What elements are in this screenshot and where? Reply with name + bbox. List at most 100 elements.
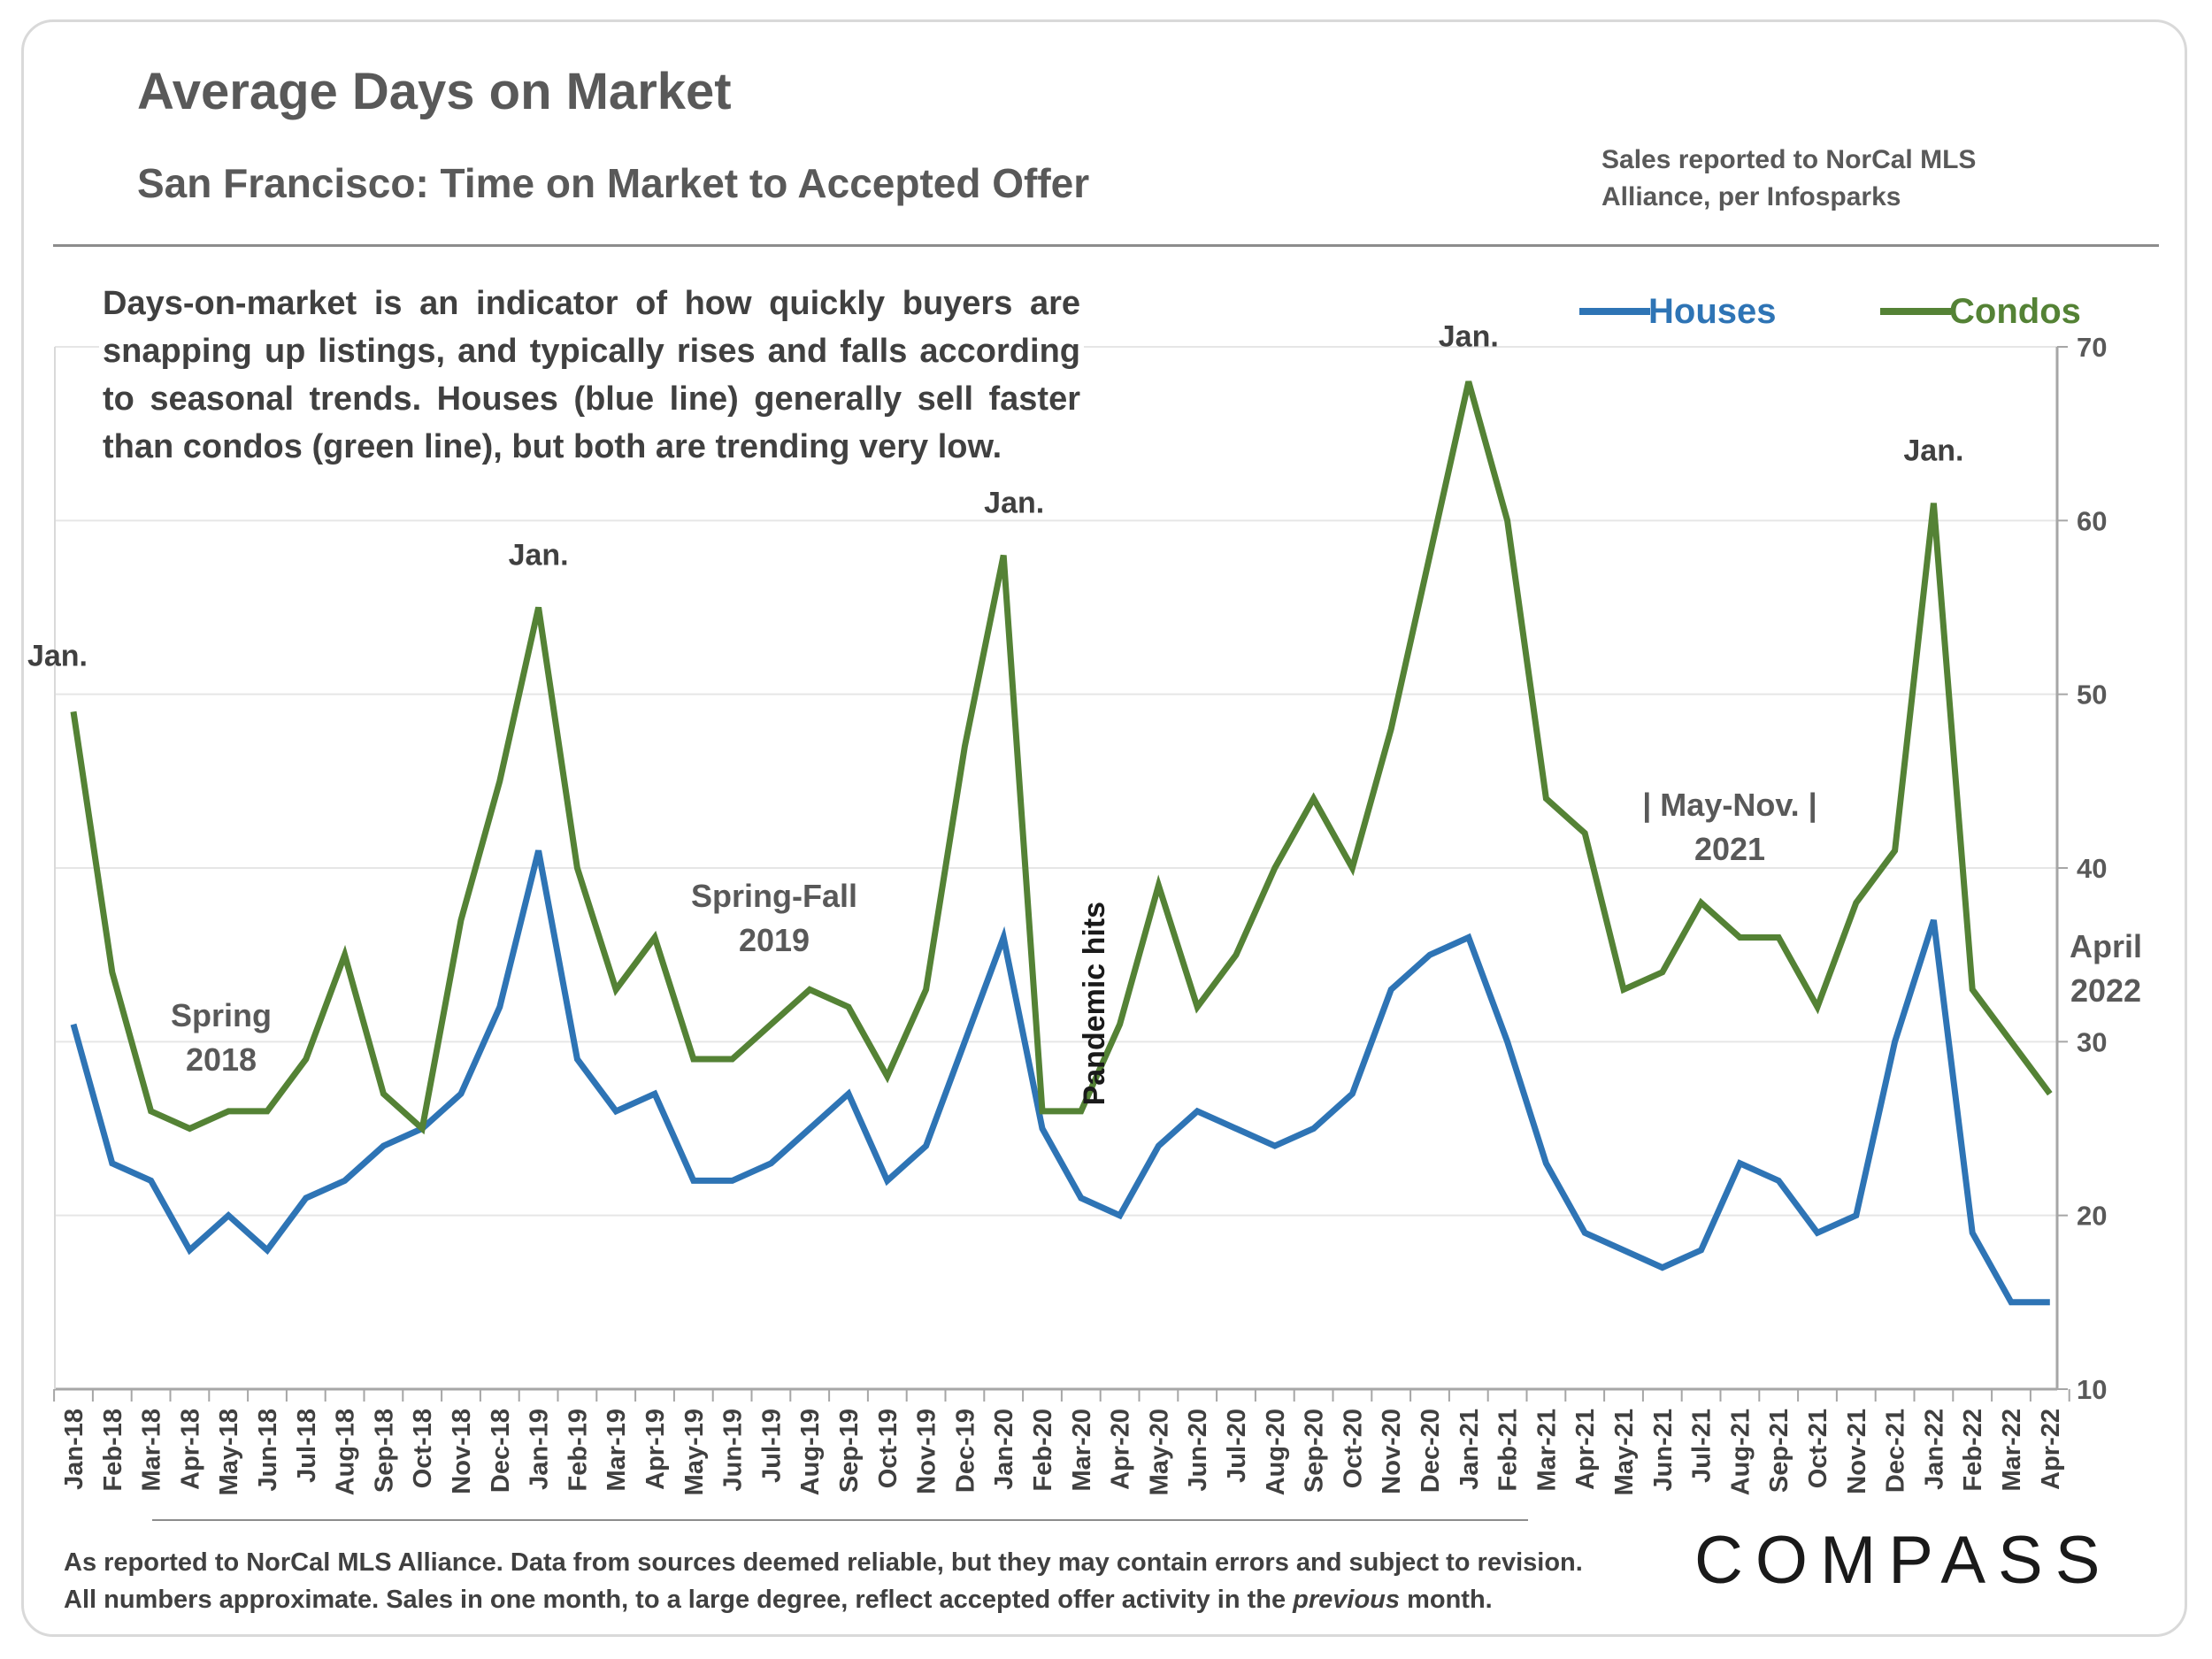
series-line-condos xyxy=(70,380,2053,1135)
x-tick-label: Mar-20 xyxy=(1068,1409,1096,1492)
grid-lines xyxy=(55,346,2057,1217)
x-tick-label: Jan-22 xyxy=(1920,1409,1948,1490)
x-tick-label: Feb-18 xyxy=(99,1409,127,1491)
x-tick-label: Apr-19 xyxy=(641,1409,670,1490)
x-tick-label: Oct-21 xyxy=(1804,1409,1832,1488)
annotation-line: 2019 xyxy=(739,922,810,958)
y-tick-label: 40 xyxy=(2077,853,2107,884)
x-tick-label: May-20 xyxy=(1145,1409,1173,1495)
footer-line-2-italic: previous xyxy=(1293,1586,1401,1614)
footer-line-2: All numbers approximate. Sales in one mo… xyxy=(64,1581,1583,1618)
x-tick-label: Sep-21 xyxy=(1765,1409,1793,1493)
footer-divider xyxy=(152,1519,1528,1521)
annotation-jan: Jan. xyxy=(984,487,1044,520)
x-tick-label: Apr-22 xyxy=(2037,1409,2065,1490)
x-tick-label: May-21 xyxy=(1610,1409,1639,1495)
legend: Houses Condos xyxy=(1579,292,2081,331)
y-tick-label: 60 xyxy=(2077,505,2107,536)
legend-label-condos: Condos xyxy=(1949,292,2081,331)
x-tick-label: Apr-21 xyxy=(1571,1409,1600,1490)
x-tick-label: Nov-18 xyxy=(448,1409,476,1494)
series-lines xyxy=(70,380,2053,1306)
annotation-pandemic: Pandemic hits xyxy=(1078,902,1111,1106)
x-tick-label: Aug-18 xyxy=(332,1409,360,1495)
x-tick-label: Dec-18 xyxy=(487,1409,515,1493)
x-tick-label: Jul-20 xyxy=(1223,1409,1251,1483)
annotation-period: Spring-Fall 2019 xyxy=(691,878,857,958)
x-tick-label: Feb-22 xyxy=(1959,1409,1987,1491)
x-tick-label: Feb-21 xyxy=(1494,1409,1523,1491)
y-tick-labels: 10 20 30 40 50 60 70 xyxy=(2077,332,2107,1405)
x-tick-label: Jun-20 xyxy=(1184,1409,1212,1491)
x-tick-label: Nov-20 xyxy=(1378,1409,1406,1494)
x-tick-label: Aug-20 xyxy=(1262,1409,1290,1495)
x-tick-label: Jul-18 xyxy=(293,1409,321,1483)
x-tick-label: Sep-19 xyxy=(835,1409,864,1493)
legend-label-houses: Houses xyxy=(1648,292,1777,331)
annotation-line: Spring-Fall xyxy=(691,878,857,914)
annotation-period: | May-Nov. | 2021 xyxy=(1642,787,1817,867)
x-tick-label: Jan-21 xyxy=(1455,1409,1484,1490)
annotation-period: April 2022 xyxy=(2070,928,2142,1009)
footer-note: As reported to NorCal MLS Alliance. Data… xyxy=(64,1544,1583,1618)
x-tick-label: Apr-20 xyxy=(1107,1409,1135,1490)
y-tick-label: 70 xyxy=(2077,332,2107,363)
x-tick-label: Jun-19 xyxy=(719,1409,748,1491)
annotation-period: Spring 2018 xyxy=(171,997,272,1078)
header-divider xyxy=(53,244,2159,247)
x-tick-label: Jan-20 xyxy=(990,1409,1018,1490)
x-tick-label: Nov-21 xyxy=(1843,1409,1871,1494)
x-tick-label: Jan-18 xyxy=(60,1409,88,1490)
x-tick-label: Jul-19 xyxy=(757,1409,786,1483)
axes xyxy=(53,346,2070,1402)
footer-line-1: As reported to NorCal MLS Alliance. Data… xyxy=(64,1548,1583,1577)
x-tick-label: Jun-21 xyxy=(1649,1409,1678,1491)
annotation-line: | May-Nov. | xyxy=(1642,787,1817,824)
annotation-line: April xyxy=(2070,928,2142,964)
x-tick-label: Mar-21 xyxy=(1532,1409,1561,1492)
annotation-jan: Jan. xyxy=(1903,434,1963,468)
chart-subtitle: San Francisco: Time on Market to Accepte… xyxy=(137,160,1090,206)
y-tick-label: 30 xyxy=(2077,1026,2107,1057)
x-tick-label: Aug-21 xyxy=(1726,1409,1755,1495)
compass-logo: COMPASS xyxy=(1694,1523,2113,1598)
annotation-line: 2021 xyxy=(1694,831,1765,867)
footer-line-2-pre: All numbers approximate. Sales in one mo… xyxy=(64,1586,1294,1614)
y-tick-label: 50 xyxy=(2077,680,2107,710)
annotation-line: 2018 xyxy=(186,1041,257,1078)
series-line-houses xyxy=(70,849,2050,1306)
annotation-jan: Jan. xyxy=(509,539,569,572)
x-tick-label: Dec-19 xyxy=(951,1409,979,1493)
annotations: Jan. Jan. Jan. Jan. Jan. Spring 2018 Spring-Fal… xyxy=(27,319,2142,1105)
annotation-line: Spring xyxy=(171,997,272,1033)
annotation-line: 2022 xyxy=(2070,972,2141,1009)
x-tick-label: Mar-22 xyxy=(1998,1409,2026,1492)
x-tick-label: Dec-20 xyxy=(1417,1409,1445,1493)
x-tick-label: Sep-18 xyxy=(370,1409,398,1493)
y-tick-label: 10 xyxy=(2077,1374,2107,1405)
x-tick-label: Jun-18 xyxy=(254,1409,282,1491)
x-tick-label: Apr-18 xyxy=(176,1409,204,1490)
x-tick-label: Oct-20 xyxy=(1339,1409,1367,1488)
x-tick-label: May-18 xyxy=(215,1409,243,1495)
y-tick-label: 20 xyxy=(2077,1201,2107,1232)
x-tick-label: Nov-19 xyxy=(913,1409,941,1494)
annotation-jan: Jan. xyxy=(1439,319,1499,353)
x-tick-label: Aug-19 xyxy=(796,1409,825,1495)
annotation-jan: Jan. xyxy=(27,639,88,672)
x-tick-label: Mar-18 xyxy=(138,1409,166,1492)
x-tick-label: Feb-19 xyxy=(564,1409,592,1491)
x-tick-label: Jul-21 xyxy=(1688,1409,1717,1483)
x-tick-label: Mar-19 xyxy=(603,1409,631,1492)
x-tick-label: Oct-18 xyxy=(409,1409,437,1488)
source-note: Sales reported to NorCal MLS Alliance, p… xyxy=(1601,145,1977,211)
x-tick-label: Sep-20 xyxy=(1301,1409,1329,1493)
x-tick-label: Jan-19 xyxy=(526,1409,554,1490)
x-tick-labels: Jan-18 Feb-18 Mar-18 Apr-18 May-18 Jun-18 Jul-… xyxy=(60,1409,2065,1495)
x-tick-label: Oct-19 xyxy=(874,1409,902,1488)
chart-title: Average Days on Market xyxy=(137,63,732,120)
x-tick-label: May-19 xyxy=(680,1409,709,1495)
description-text: Days-on-market is an indicator of how qu… xyxy=(99,280,1084,471)
footer-line-2-post: month. xyxy=(1400,1586,1493,1614)
